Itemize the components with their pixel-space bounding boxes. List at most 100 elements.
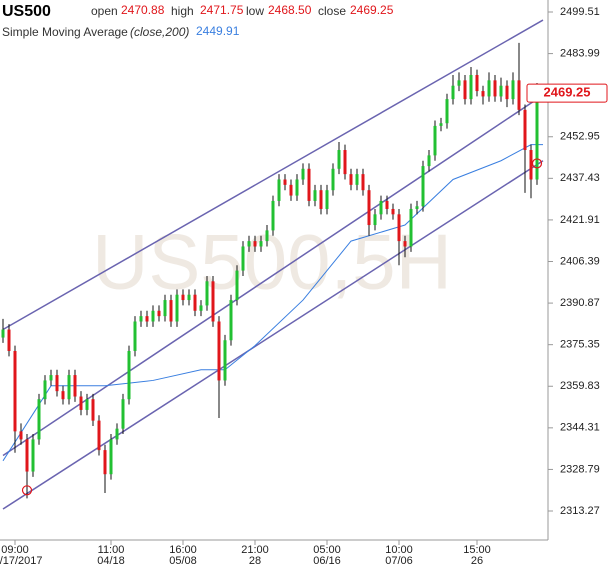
marker bbox=[21, 485, 33, 496]
candle-body bbox=[277, 179, 281, 201]
candle-body bbox=[409, 208, 413, 247]
candle-body bbox=[385, 200, 389, 209]
candle-body bbox=[7, 329, 11, 351]
x-tick-label: 21:00 bbox=[241, 544, 269, 556]
candle-body bbox=[217, 321, 221, 381]
candle-body bbox=[397, 214, 401, 242]
candle-body bbox=[91, 399, 95, 421]
x-tick-label: 09:00 bbox=[1, 544, 29, 556]
candle-body bbox=[175, 294, 179, 322]
candle-body bbox=[49, 375, 53, 381]
x-tick-date: 28 bbox=[249, 555, 261, 567]
x-tick-date: 07/06 bbox=[385, 555, 413, 567]
value: 2470.88 bbox=[121, 3, 165, 17]
candle-body bbox=[37, 399, 41, 440]
candle-body bbox=[451, 85, 455, 100]
candle-body bbox=[163, 300, 167, 317]
candle-body bbox=[475, 74, 479, 92]
y-tick-label: 2375.35 bbox=[560, 339, 600, 351]
marker bbox=[531, 158, 543, 169]
candle-body bbox=[511, 80, 515, 100]
candle-body bbox=[193, 294, 197, 311]
watermark: US500,5H bbox=[92, 218, 452, 306]
candle-body bbox=[229, 300, 233, 341]
x-tick-label: 05:00 bbox=[313, 544, 341, 556]
value: 2468.50 bbox=[268, 3, 312, 17]
candle-body bbox=[331, 168, 335, 191]
candle-body bbox=[439, 123, 443, 126]
candle-body bbox=[13, 350, 17, 432]
value: 2469.25 bbox=[350, 3, 394, 17]
y-tick-label: 2483.99 bbox=[560, 47, 600, 59]
candle-body bbox=[343, 150, 347, 175]
label: open bbox=[91, 4, 118, 18]
x-tick-label: 11:00 bbox=[98, 544, 125, 556]
y-tick-label: 2328.79 bbox=[560, 463, 600, 475]
y-tick-label: 2359.83 bbox=[560, 380, 600, 392]
candle-body bbox=[247, 241, 251, 247]
x-tick-date: 04/18 bbox=[97, 555, 125, 567]
plot-area bbox=[1, 19, 545, 510]
candle-body bbox=[313, 190, 317, 201]
label: low bbox=[246, 4, 264, 18]
x-tick-date: 06/16 bbox=[313, 555, 341, 567]
candle-body bbox=[457, 80, 461, 86]
candle-body bbox=[295, 179, 299, 196]
y-tick-label: 2390.87 bbox=[560, 297, 600, 309]
candle-body bbox=[535, 88, 539, 180]
label: high bbox=[171, 4, 194, 18]
candle-body bbox=[361, 174, 365, 191]
candle-body bbox=[445, 99, 449, 124]
price-tag-text: 2469.25 bbox=[544, 85, 591, 100]
y-tick-label: 2437.43 bbox=[560, 172, 600, 184]
y-tick-label: 2499.51 bbox=[560, 6, 600, 18]
candle-body bbox=[61, 391, 65, 400]
candle-body bbox=[469, 74, 473, 100]
candle-body bbox=[337, 150, 341, 169]
candle-body bbox=[307, 168, 311, 201]
candle-body bbox=[325, 190, 329, 209]
candle-body bbox=[253, 241, 257, 247]
candle-body bbox=[463, 80, 467, 100]
candle-body bbox=[259, 241, 263, 247]
candle-body bbox=[73, 375, 77, 397]
candle-body bbox=[379, 200, 383, 215]
label: close bbox=[318, 4, 346, 18]
candle-body bbox=[403, 241, 407, 247]
candle-body bbox=[505, 85, 509, 100]
indicator-value: 2449.91 bbox=[196, 24, 240, 38]
candle-body bbox=[25, 439, 29, 472]
candle-body bbox=[265, 230, 269, 242]
x-tick-label: 16:00 bbox=[169, 544, 197, 556]
candle-body bbox=[1, 329, 5, 338]
candle-body bbox=[241, 246, 245, 271]
candle-body bbox=[181, 294, 185, 301]
candle-body bbox=[103, 450, 107, 475]
candle-body bbox=[145, 316, 149, 322]
x-tick-date: 05/08 bbox=[169, 555, 197, 567]
candle-body bbox=[55, 375, 59, 392]
candle-body bbox=[157, 310, 161, 317]
candle-body bbox=[415, 206, 419, 209]
x-tick-label: 10:00 bbox=[385, 544, 413, 556]
candle-body bbox=[43, 380, 47, 400]
candle-body bbox=[151, 310, 155, 322]
candle-body bbox=[115, 428, 119, 440]
channel-line bbox=[2, 19, 544, 331]
candle-body bbox=[169, 300, 173, 322]
candle-body bbox=[79, 396, 83, 410]
value: 2471.75 bbox=[200, 3, 244, 17]
candle-body bbox=[199, 305, 203, 311]
x-tick-date: 26 bbox=[471, 555, 483, 567]
price-tag-box bbox=[526, 83, 608, 103]
candle-body bbox=[133, 321, 137, 351]
channel-line bbox=[2, 160, 544, 510]
candle-body bbox=[499, 85, 503, 97]
candle-body bbox=[301, 168, 305, 180]
candle-body bbox=[97, 420, 101, 451]
candle-body bbox=[211, 281, 215, 322]
candle-body bbox=[349, 174, 353, 185]
candle-body bbox=[487, 80, 491, 97]
